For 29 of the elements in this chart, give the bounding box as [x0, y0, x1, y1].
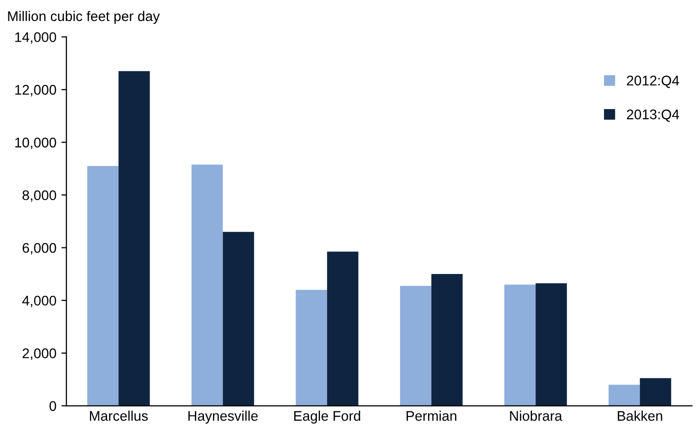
- bar: [222, 232, 254, 406]
- bar: [192, 164, 223, 406]
- bar: [296, 290, 328, 406]
- y-tick-label: 8,000: [22, 190, 56, 202]
- bar: [504, 284, 536, 406]
- bar: [431, 274, 463, 406]
- x-tick-label: Bakken: [618, 410, 662, 421]
- bar: [87, 166, 119, 406]
- y-tick-label: 0: [50, 401, 56, 411]
- bar: [640, 378, 672, 406]
- bar: [536, 283, 567, 406]
- bar: [327, 252, 358, 406]
- x-tick-label: Haynesville: [188, 410, 258, 424]
- x-tick-label: Eagle Ford: [294, 410, 360, 424]
- x-tick-label: Niobrara: [510, 410, 562, 421]
- y-tick-label: 4,000: [22, 296, 56, 308]
- legend-label: 2012:Q4: [626, 76, 680, 88]
- x-tick-label: Permian: [406, 410, 456, 421]
- y-tick-label: 14,000: [15, 32, 56, 44]
- legend-label: 2013:Q4: [626, 110, 680, 122]
- y-tick-label: 2,000: [22, 348, 56, 360]
- x-tick-label: Marcellus: [90, 410, 148, 421]
- y-tick-label: 6,000: [22, 243, 56, 254]
- y-tick-label: 10,000: [15, 138, 56, 150]
- bar: [608, 384, 640, 406]
- bar: [118, 71, 150, 406]
- y-tick-label: 12,000: [15, 84, 56, 96]
- bar: [400, 286, 432, 406]
- y-axis-title: Million cubic feet per day: [8, 10, 160, 24]
